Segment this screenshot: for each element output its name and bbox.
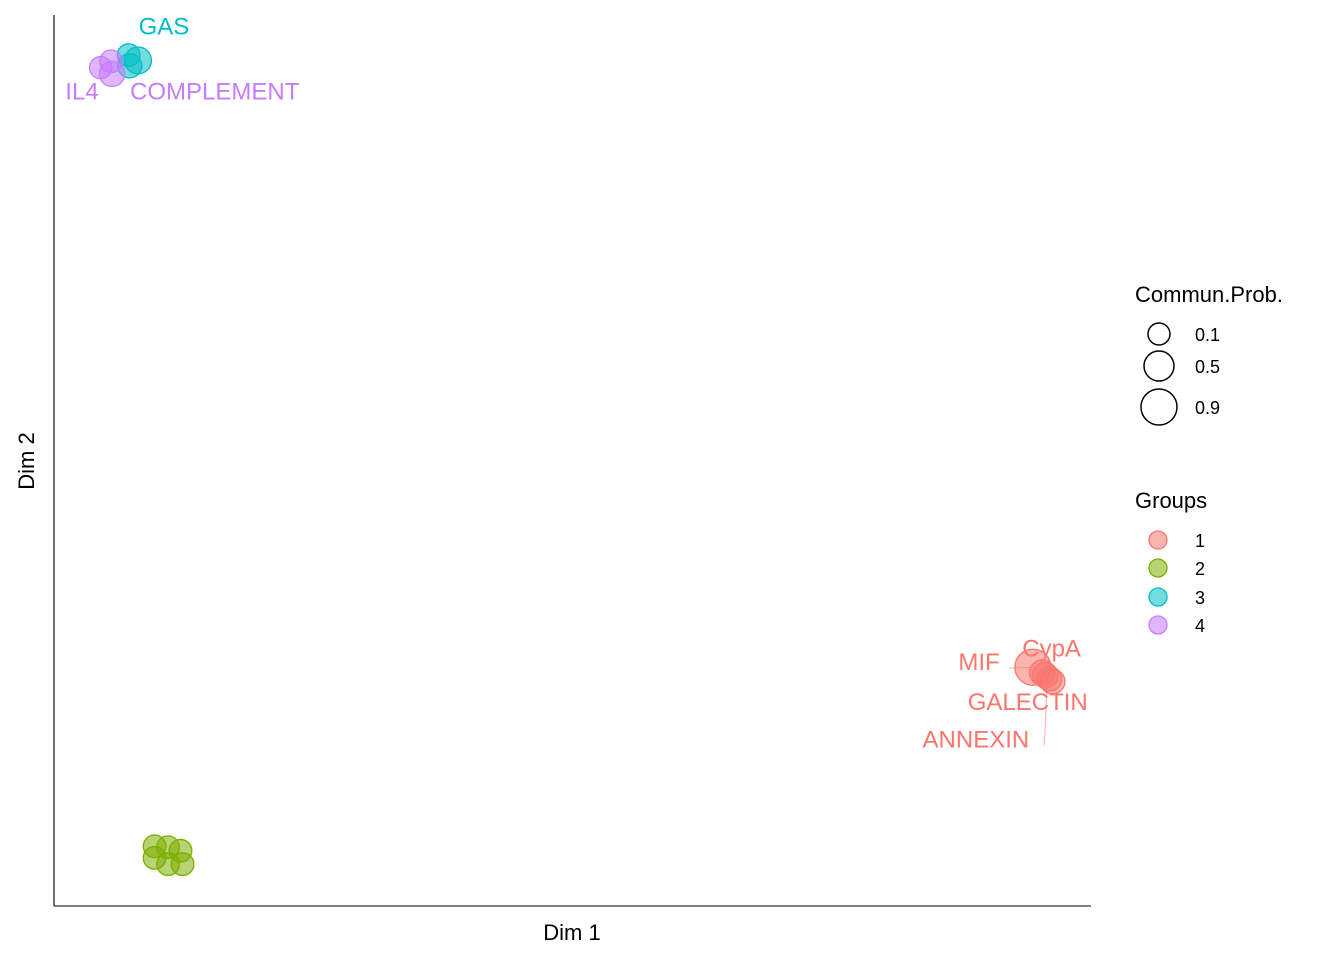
legend-size-circle [1143,350,1175,382]
legend-group-label: 1 [1195,531,1205,551]
legend-groups: Groups 1 2 3 4 [1135,488,1207,636]
legend-size-label: 0.5 [1195,357,1220,377]
legend-size-circle [1140,388,1178,426]
axes: Dim 1 Dim 2 [14,15,1091,945]
legend-group-label: 4 [1195,616,1205,636]
legend-groups-title: Groups [1135,488,1207,513]
point-label: COMPLEMENT [130,79,300,106]
point-label: IL4 [65,79,98,106]
legend-size-label: 0.9 [1195,398,1220,418]
legend-group-swatch-1 [1148,530,1168,550]
point-label: CypA [1022,636,1081,663]
legend-group-swatch-2 [1148,558,1168,578]
point-label: ANNEXIN [923,726,1030,753]
data-points [88,43,1066,877]
data-point-group-4 [98,60,126,88]
legend-group-label: 2 [1195,559,1205,579]
legend-group-swatch-3 [1148,587,1168,607]
point-label: GALECTIN [968,689,1088,716]
data-point-group-2 [170,852,195,877]
legend-size-title: Commun.Prob. [1135,282,1283,307]
legend-size-label: 0.1 [1195,325,1220,345]
point-label: MIF [958,649,999,676]
y-axis-label: Dim 2 [14,432,39,489]
legend-group-label: 3 [1195,588,1205,608]
x-axis-label: Dim 1 [543,920,600,945]
point-labels: GAS IL4 COMPLEMENT CypA MIF GALECTIN ANNEXIN [65,14,1087,754]
point-label: GAS [139,14,190,41]
legend-commun-prob: Commun.Prob. 0.1 0.5 0.9 [1135,282,1283,426]
data-point-group-1 [1039,668,1066,695]
legend-size-circle [1147,322,1171,346]
legend-group-swatch-4 [1148,615,1168,635]
